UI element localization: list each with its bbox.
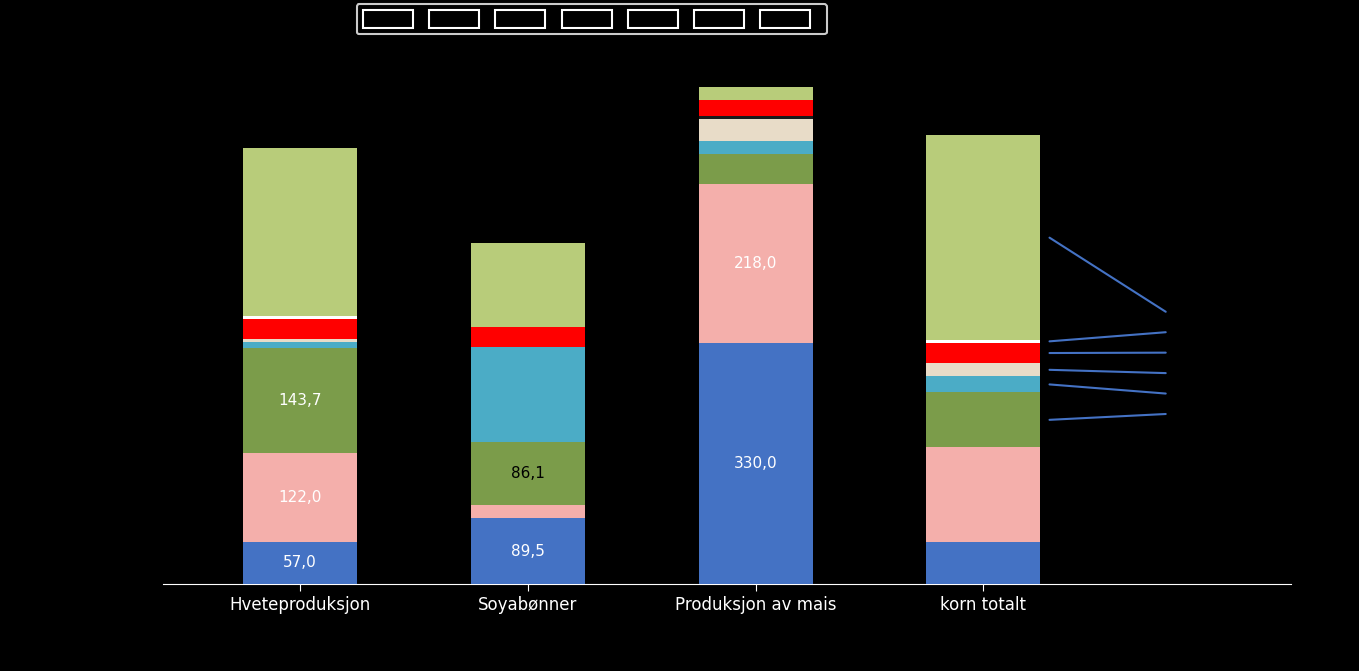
Bar — [243, 316, 357, 319]
Bar — [243, 342, 357, 348]
Bar — [699, 343, 813, 584]
Text: 86,1: 86,1 — [511, 466, 545, 481]
Bar — [699, 154, 813, 184]
Text: 218,0: 218,0 — [734, 256, 777, 270]
Bar — [699, 119, 813, 142]
Bar — [927, 136, 1041, 340]
Text: 143,7: 143,7 — [279, 393, 322, 408]
Bar — [927, 447, 1041, 542]
Bar — [927, 376, 1041, 393]
Bar — [243, 542, 357, 584]
Bar — [699, 117, 813, 119]
Bar — [243, 340, 357, 342]
Text: 89,5: 89,5 — [511, 544, 545, 558]
Bar — [927, 343, 1041, 363]
Text: 122,0: 122,0 — [279, 490, 322, 505]
Bar — [699, 16, 813, 101]
Bar — [470, 243, 584, 327]
Bar — [927, 542, 1041, 584]
Bar — [927, 340, 1041, 343]
Bar — [470, 327, 584, 348]
Text: 330,0: 330,0 — [734, 456, 777, 471]
Text: 57,0: 57,0 — [283, 556, 317, 570]
Bar — [699, 101, 813, 117]
Bar — [699, 142, 813, 154]
Bar — [470, 505, 584, 519]
Bar — [699, 184, 813, 343]
Bar — [243, 453, 357, 542]
Legend: , , , , , , : , , , , , , — [356, 4, 826, 34]
Bar — [470, 442, 584, 505]
Bar — [243, 348, 357, 453]
Bar — [927, 393, 1041, 447]
Bar — [927, 363, 1041, 376]
Bar — [470, 348, 584, 442]
Bar — [470, 519, 584, 584]
Bar — [243, 319, 357, 340]
Bar — [243, 148, 357, 316]
